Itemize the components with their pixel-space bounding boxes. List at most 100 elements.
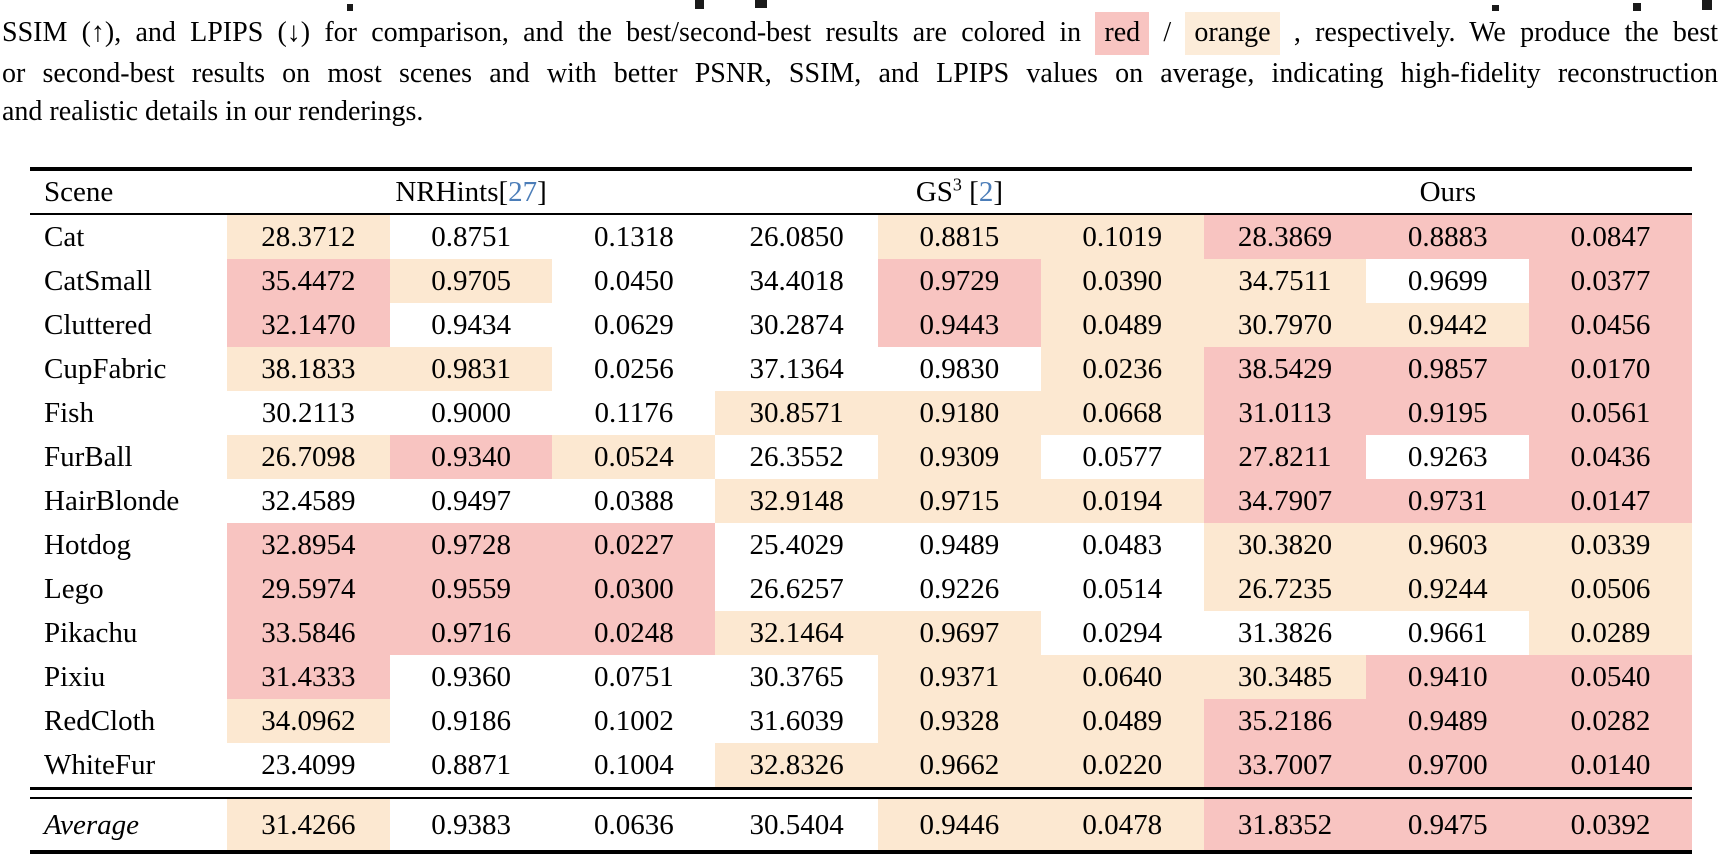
metric-value: 0.0561 [1529,391,1692,435]
scene-name: Average [44,808,140,841]
metric-value: 23.4099 [261,748,356,781]
table-row: CupFabric 38.1833 0.9831 0.0256 37.1364 0.983… [30,347,1692,391]
metric-value: 0.9446 [878,799,1041,850]
metric-value: 0.0392 [1529,799,1692,850]
caption-line-2: SSIM (↑), and LPIPS (↓) for comparison, … [2,12,1718,55]
results-table: Scene NRHints[27] GS3 [2] Ours Cat 28.371… [30,167,1692,854]
metric-value: 0.9697 [878,611,1041,655]
metric-value: 0.0256 [593,352,674,385]
scene-name: Cat [44,220,85,253]
metric-value: 0.0540 [1529,655,1692,699]
metric-value: 0.9226 [919,572,1000,605]
metric-value: 26.6257 [749,572,844,605]
metric-value: 37.1364 [749,352,844,385]
metric-value: 31.8352 [1203,799,1367,850]
metric-value: 0.9731 [1366,479,1530,523]
scene-name: Hotdog [44,528,131,561]
metric-value: 26.3552 [749,440,844,473]
metric-value: 27.8211 [1203,435,1367,479]
method-header-ours: Ours [1203,167,1692,215]
method-header-gs3: GS3 [2] [715,167,1204,215]
metric-value: 0.9340 [389,435,553,479]
metric-value: 0.9699 [1407,264,1488,297]
method-name: GS [915,175,953,208]
metric-value: 0.9434 [431,308,511,341]
orange-highlight-swatch: orange [1185,12,1280,55]
superscript-3: 3 [952,173,962,194]
metric-value: 35.2186 [1203,699,1367,743]
metric-value: 0.9410 [1366,655,1530,699]
table-row: CatSmall 35.4472 0.9705 0.0450 34.4018 0.9729… [30,259,1692,303]
metric-value: 0.0450 [593,264,674,297]
table-row: RedCloth 34.0962 0.9186 0.1002 31.6039 0.9328… [30,699,1692,743]
metric-value: 0.0390 [1040,259,1204,303]
average-row: Average 31.4266 0.9383 0.0636 30.5404 0.9446 0… [30,799,1692,850]
metric-value: 32.1470 [226,303,390,347]
metric-value: 34.4018 [749,264,844,297]
metric-value: 0.0478 [1040,799,1204,850]
metric-value: 0.0236 [1040,347,1204,391]
metric-value: 0.0636 [593,808,674,841]
metric-value: 0.0220 [1040,743,1204,787]
citation-link-2[interactable]: 2 [978,175,994,208]
metric-value: 0.8751 [431,220,511,253]
metric-value: 29.5974 [226,567,390,611]
bottom-rule-section [30,850,1692,854]
citation-bracket: ] [537,175,547,208]
metric-value: 30.8571 [715,391,879,435]
metric-value: 28.3712 [226,215,390,259]
metric-value: 26.7235 [1203,567,1367,611]
scene-name: CupFabric [44,352,167,385]
citation-link-27[interactable]: 27 [508,175,538,208]
table-row: Pikachu 33.5846 0.9716 0.0248 32.1464 0.9697 0… [30,611,1692,655]
metric-value: 0.0170 [1529,347,1692,391]
metric-value: 0.1002 [593,704,674,737]
metric-value: 0.9857 [1366,347,1530,391]
metric-value: 0.9263 [1407,440,1488,473]
scene-column-header: Scene [30,167,227,215]
metric-value: 0.9360 [431,660,511,693]
metric-value: 32.1464 [715,611,879,655]
metric-value: 0.8883 [1366,215,1530,259]
metric-value: 0.8815 [878,215,1041,259]
scene-name: Lego [44,572,104,605]
table-row: Cat 28.3712 0.8751 0.1318 26.0850 0.8815 0.101… [30,215,1692,259]
metric-value: 0.9371 [878,655,1041,699]
metric-value: 0.0140 [1529,743,1692,787]
scene-name: FurBall [44,440,133,473]
metric-value: 0.9475 [1366,799,1530,850]
metric-value: 0.9244 [1366,567,1530,611]
metric-value: 0.0436 [1529,435,1692,479]
metric-value: 26.0850 [749,220,844,253]
table-caption: SSIM (↑), and LPIPS (↓) for comparison, … [0,0,1720,131]
metric-value: 30.3765 [749,660,844,693]
metric-value: 0.0339 [1529,523,1692,567]
metric-value: 0.1318 [593,220,674,253]
scene-name: WhiteFur [44,748,156,781]
metric-value: 0.9442 [1366,303,1530,347]
text-fragment [1492,5,1499,11]
citation-bracket: ] [993,175,1003,208]
metric-value: 0.9700 [1366,743,1530,787]
text-fragment [695,0,704,9]
metric-value: 32.8326 [715,743,879,787]
metric-value: 0.0147 [1529,479,1692,523]
table-row: Lego 29.5974 0.9559 0.0300 26.6257 0.9226 0.05… [30,567,1692,611]
metric-value: 0.0248 [552,611,716,655]
double-rule-divider [30,787,1692,799]
citation-bracket: [ [498,175,509,208]
table-row: FurBall 26.7098 0.9340 0.0524 26.3552 0.9309 0… [30,435,1692,479]
metric-value: 25.4029 [749,528,844,561]
average-body: Average 31.4266 0.9383 0.0636 30.5404 0.9446 0… [30,799,1692,850]
scene-name: Fish [44,396,94,429]
metric-value: 0.9195 [1366,391,1530,435]
metric-value: 0.0282 [1529,699,1692,743]
metric-value: 30.3820 [1203,523,1367,567]
metric-value: 0.9728 [389,523,553,567]
caption-slash: / [1163,17,1172,48]
metric-value: 0.0506 [1529,567,1692,611]
scene-name: Pikachu [44,616,138,649]
metric-value: 0.9716 [389,611,553,655]
text-fragment [347,4,353,11]
metric-value: 31.6039 [749,704,844,737]
